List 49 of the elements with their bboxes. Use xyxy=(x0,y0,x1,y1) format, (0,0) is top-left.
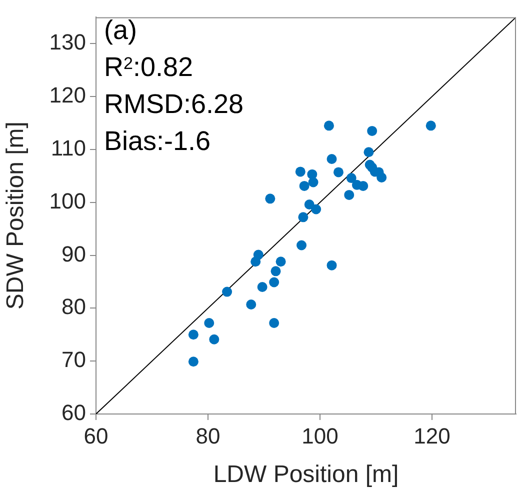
point xyxy=(376,172,387,183)
y-tick-label: 70 xyxy=(62,347,86,372)
point xyxy=(426,120,436,131)
point xyxy=(298,212,308,222)
y-tick-label: 100 xyxy=(49,188,86,214)
point xyxy=(188,356,198,367)
x-tick-label: 100 xyxy=(302,423,338,448)
point xyxy=(299,180,310,191)
point xyxy=(308,177,318,188)
point xyxy=(346,173,356,184)
y-tick-label: 60 xyxy=(62,400,86,426)
x-tick-label: 120 xyxy=(414,423,450,448)
y-axis-title: SDW Position [m] xyxy=(2,122,30,310)
point xyxy=(209,334,220,344)
point xyxy=(257,282,268,292)
point xyxy=(326,260,337,270)
point xyxy=(326,154,337,164)
point xyxy=(311,204,322,214)
x-axis-title: LDW Position [m] xyxy=(213,461,399,488)
point xyxy=(304,199,314,210)
point xyxy=(246,299,256,310)
point xyxy=(269,318,280,328)
y-tick-label: 90 xyxy=(62,241,86,266)
point xyxy=(367,126,378,136)
y-tick-label: 110 xyxy=(50,136,86,161)
annotation: Bias:-1.6 xyxy=(104,125,212,158)
point xyxy=(364,147,374,158)
point xyxy=(269,277,280,288)
point xyxy=(270,266,281,276)
point xyxy=(344,190,354,200)
y-tick-label: 80 xyxy=(62,294,86,320)
point xyxy=(324,120,334,131)
annotation: (a) xyxy=(104,14,138,47)
point xyxy=(250,256,261,267)
point xyxy=(295,166,306,177)
point xyxy=(188,330,198,340)
point xyxy=(333,167,344,178)
point xyxy=(276,256,286,267)
x-tick-label: 80 xyxy=(196,423,220,448)
annotation: R$^{2}$:0.82 xyxy=(104,51,194,84)
point xyxy=(265,194,276,204)
y-tick-label: 130 xyxy=(49,30,86,55)
x-tick-label: 60 xyxy=(84,423,108,448)
annotation: RMSD:6.28 xyxy=(104,88,244,121)
point xyxy=(296,240,307,250)
point xyxy=(204,318,214,328)
point xyxy=(222,286,232,297)
point xyxy=(358,180,368,191)
y-tick-label: 120 xyxy=(49,82,86,108)
